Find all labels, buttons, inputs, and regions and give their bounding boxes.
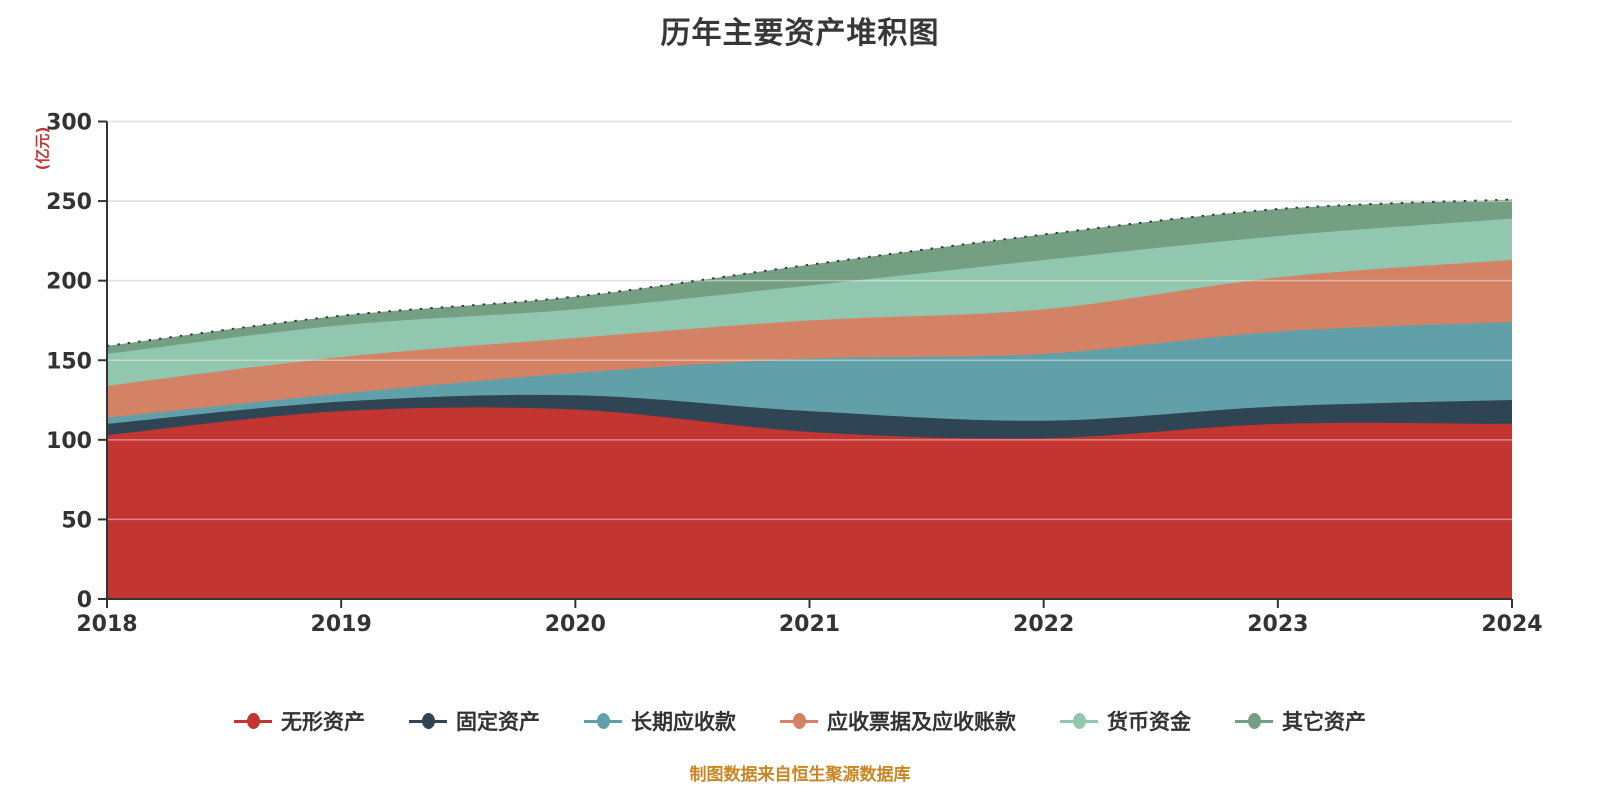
data-source-note: 制图数据来自恒生聚源数据库	[689, 765, 911, 785]
x-tick-label-2019: 2019	[311, 612, 372, 637]
legend-item-4[interactable]: 应收票据及应收账款	[780, 706, 1016, 736]
y-tick-label-50: 50	[61, 508, 92, 533]
stacked-area-chart[interactable]: 0 50 100 150 200 250 300 2018 2019 2020 2021 2022 20…	[0, 0, 1600, 680]
x-tick-label-2020: 2020	[545, 612, 606, 637]
y-tick-label-200: 200	[46, 270, 92, 295]
chart-title: 历年主要资产堆积图	[660, 16, 940, 51]
x-tick-label-2018: 2018	[76, 612, 137, 637]
legend-item-6[interactable]: 其它资产	[1235, 706, 1366, 736]
legend-line-dot-icon	[780, 708, 818, 734]
legend-line-dot-icon	[409, 708, 447, 734]
legend-item-3[interactable]: 长期应收款	[584, 706, 736, 736]
x-tick-label-2024: 2024	[1481, 612, 1542, 637]
legend-item-1[interactable]: 无形资产	[234, 706, 365, 736]
legend-label: 无形资产	[281, 710, 365, 734]
y-tick-label-0: 0	[77, 588, 92, 613]
legend-label: 长期应收款	[631, 710, 736, 734]
x-tick-label-2021: 2021	[779, 612, 840, 637]
legend-label: 应收票据及应收账款	[827, 710, 1016, 734]
legend-item-5[interactable]: 货币资金	[1060, 706, 1191, 736]
legend-line-dot-icon	[1060, 708, 1098, 734]
y-tick-label-300: 300	[46, 111, 92, 136]
legend-label: 固定资产	[456, 710, 540, 734]
y-tick-label-100: 100	[46, 429, 92, 454]
y-axis-unit-label: (亿元)	[33, 126, 52, 171]
legend-line-dot-icon	[1235, 708, 1273, 734]
legend-line-dot-icon	[584, 708, 622, 734]
y-tick-label-250: 250	[46, 190, 92, 215]
legend-label: 其它资产	[1282, 710, 1366, 734]
chart-legend: 无形资产 固定资产 长期应收款 应收票据及应收账款 货币资金 其它资产	[0, 706, 1600, 736]
legend-label: 货币资金	[1107, 710, 1191, 734]
x-tick-label-2022: 2022	[1013, 612, 1074, 637]
legend-line-dot-icon	[234, 708, 272, 734]
y-tick-label-150: 150	[46, 349, 92, 374]
area-series-1[interactable]	[107, 407, 1512, 599]
legend-item-2[interactable]: 固定资产	[409, 706, 540, 736]
x-tick-label-2023: 2023	[1247, 612, 1308, 637]
